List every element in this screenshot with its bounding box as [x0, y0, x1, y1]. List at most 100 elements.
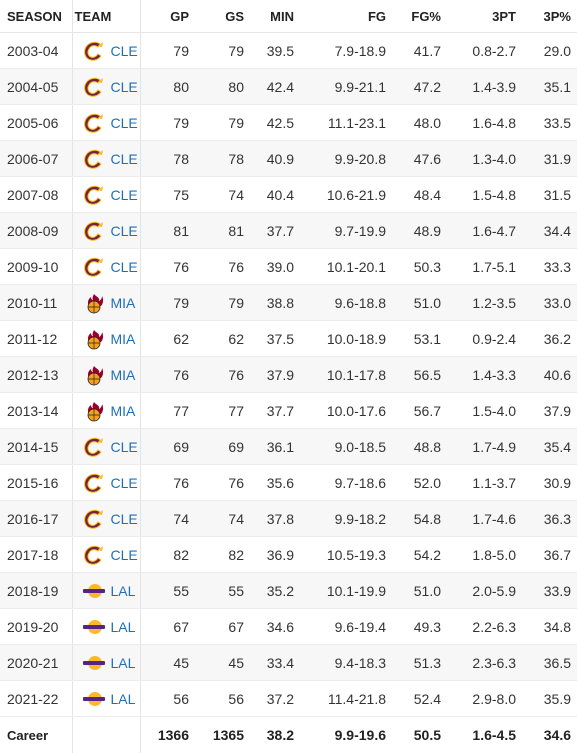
- team-link[interactable]: CLE: [75, 111, 140, 135]
- gp-cell: 56: [140, 681, 195, 717]
- team-abbreviation[interactable]: LAL: [111, 619, 136, 635]
- team-link[interactable]: LAL: [75, 687, 140, 711]
- cavaliers-c-logo-icon: [81, 219, 107, 243]
- team-link[interactable]: MIA: [75, 363, 140, 387]
- team-abbreviation[interactable]: CLE: [111, 43, 138, 59]
- gs-cell: 80: [195, 69, 250, 105]
- team-link[interactable]: LAL: [75, 615, 140, 639]
- team-abbreviation[interactable]: CLE: [111, 223, 138, 239]
- team-abbreviation[interactable]: LAL: [111, 655, 136, 671]
- header-season[interactable]: SEASON: [0, 0, 72, 33]
- team-cell: CLE: [72, 429, 140, 465]
- season-cell: 2013-14: [0, 393, 72, 429]
- gs-cell: 76: [195, 249, 250, 285]
- team-abbreviation[interactable]: CLE: [111, 187, 138, 203]
- team-abbreviation[interactable]: MIA: [111, 403, 136, 419]
- team-abbreviation[interactable]: LAL: [111, 691, 136, 707]
- header-row: SEASON TEAM GP GS MIN FG FG% 3PT 3P%: [0, 0, 577, 33]
- season-cell: 2005-06: [0, 105, 72, 141]
- fg-cell: 10.0-17.6: [300, 393, 392, 429]
- team-link[interactable]: CLE: [75, 255, 140, 279]
- team-abbreviation[interactable]: MIA: [111, 367, 136, 383]
- gp-cell: 55: [140, 573, 195, 609]
- team-link[interactable]: CLE: [75, 147, 140, 171]
- team-abbreviation[interactable]: LAL: [111, 583, 136, 599]
- min-cell: 36.9: [250, 537, 300, 573]
- team-link[interactable]: CLE: [75, 39, 140, 63]
- fg-pct-cell: 54.2: [392, 537, 447, 573]
- team-link[interactable]: CLE: [75, 75, 140, 99]
- team-abbreviation[interactable]: CLE: [111, 547, 138, 563]
- team-abbreviation[interactable]: CLE: [111, 115, 138, 131]
- team-link[interactable]: MIA: [75, 291, 140, 315]
- fg-pct-cell: 53.1: [392, 321, 447, 357]
- team-cell: CLE: [72, 141, 140, 177]
- team-cell: LAL: [72, 645, 140, 681]
- cavaliers-c-logo-icon: [81, 255, 107, 279]
- header-team[interactable]: TEAM: [72, 0, 140, 33]
- min-cell: 37.7: [250, 213, 300, 249]
- 3p-pct-cell: 34.8: [522, 609, 577, 645]
- fg-cell: 9.7-19.9: [300, 213, 392, 249]
- 3pt-cell: 1.4-3.9: [447, 69, 522, 105]
- header-gs[interactable]: GS: [195, 0, 250, 33]
- gp-cell: 79: [140, 33, 195, 69]
- 3pt-cell: 1.2-3.5: [447, 285, 522, 321]
- team-link[interactable]: CLE: [75, 471, 140, 495]
- header-3pt[interactable]: 3PT: [447, 0, 522, 33]
- fg-cell: 9.9-20.8: [300, 141, 392, 177]
- team-link[interactable]: MIA: [75, 399, 140, 423]
- career-gs: 1365: [195, 717, 250, 753]
- team-link[interactable]: CLE: [75, 543, 140, 567]
- 3pt-cell: 1.7-4.9: [447, 429, 522, 465]
- fg-cell: 7.9-18.9: [300, 33, 392, 69]
- gp-cell: 81: [140, 213, 195, 249]
- team-link[interactable]: MIA: [75, 327, 140, 351]
- season-cell: 2006-07: [0, 141, 72, 177]
- 3p-pct-cell: 35.9: [522, 681, 577, 717]
- fg-pct-cell: 51.0: [392, 285, 447, 321]
- team-abbreviation[interactable]: CLE: [111, 79, 138, 95]
- header-gp[interactable]: GP: [140, 0, 195, 33]
- header-3p-pct[interactable]: 3P%: [522, 0, 577, 33]
- team-link[interactable]: CLE: [75, 183, 140, 207]
- career-3p-pct: 34.6: [522, 717, 577, 753]
- team-abbreviation[interactable]: MIA: [111, 295, 136, 311]
- min-cell: 34.6: [250, 609, 300, 645]
- team-abbreviation[interactable]: CLE: [111, 511, 138, 527]
- team-link[interactable]: LAL: [75, 651, 140, 675]
- gp-cell: 78: [140, 141, 195, 177]
- cavaliers-c-logo-icon: [81, 147, 107, 171]
- fg-pct-cell: 51.3: [392, 645, 447, 681]
- 3p-pct-cell: 30.9: [522, 465, 577, 501]
- header-fg-pct[interactable]: FG%: [392, 0, 447, 33]
- season-cell: 2021-22: [0, 681, 72, 717]
- team-abbreviation[interactable]: CLE: [111, 259, 138, 275]
- fg-pct-cell: 48.8: [392, 429, 447, 465]
- team-link[interactable]: CLE: [75, 435, 140, 459]
- team-link[interactable]: LAL: [75, 579, 140, 603]
- season-cell: 2009-10: [0, 249, 72, 285]
- gs-cell: 62: [195, 321, 250, 357]
- 3pt-cell: 1.6-4.7: [447, 213, 522, 249]
- header-fg[interactable]: FG: [300, 0, 392, 33]
- min-cell: 35.6: [250, 465, 300, 501]
- team-abbreviation[interactable]: MIA: [111, 331, 136, 347]
- team-abbreviation[interactable]: CLE: [111, 475, 138, 491]
- header-min[interactable]: MIN: [250, 0, 300, 33]
- team-abbreviation[interactable]: CLE: [111, 439, 138, 455]
- team-link[interactable]: CLE: [75, 219, 140, 243]
- team-link[interactable]: CLE: [75, 507, 140, 531]
- 3p-pct-cell: 31.9: [522, 141, 577, 177]
- season-cell: 2003-04: [0, 33, 72, 69]
- team-abbreviation[interactable]: CLE: [111, 151, 138, 167]
- fg-pct-cell: 48.4: [392, 177, 447, 213]
- 3p-pct-cell: 36.7: [522, 537, 577, 573]
- min-cell: 35.2: [250, 573, 300, 609]
- 3pt-cell: 1.7-5.1: [447, 249, 522, 285]
- gs-cell: 67: [195, 609, 250, 645]
- heat-flaming-ball-logo-icon: [81, 363, 107, 387]
